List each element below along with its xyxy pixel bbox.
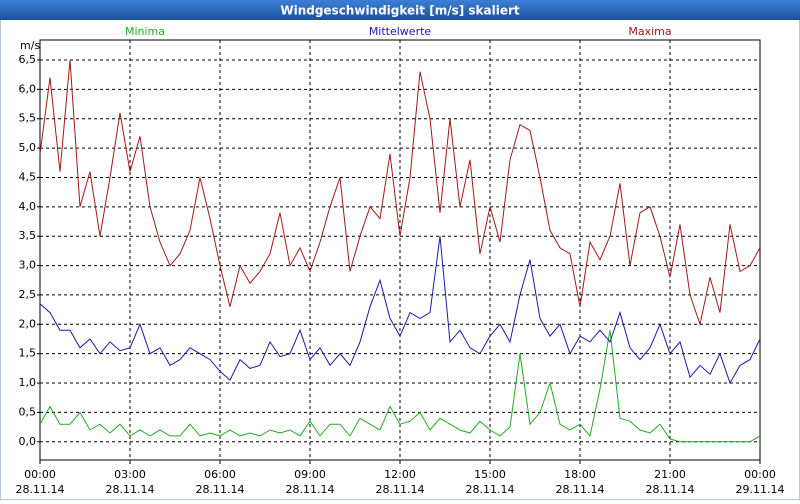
legend-label: Maxima xyxy=(628,25,671,38)
y-tick-label: 3,5 xyxy=(19,229,37,242)
title-bar xyxy=(0,0,800,20)
x-tick-date: 28.11.14 xyxy=(196,483,245,496)
x-tick-label: 00:00 xyxy=(744,468,776,481)
y-tick-label: 2,0 xyxy=(19,317,37,330)
y-tick-label: 4,5 xyxy=(19,170,37,183)
x-tick-label: 06:00 xyxy=(204,468,236,481)
y-tick-label: 3,0 xyxy=(19,259,37,272)
y-tick-label: 1,0 xyxy=(19,376,37,389)
y-tick-label: 2,5 xyxy=(19,288,37,301)
x-tick-date: 28.11.14 xyxy=(646,483,695,496)
y-axis-label: m/s xyxy=(20,39,40,52)
x-tick-date: 28.11.14 xyxy=(286,483,335,496)
x-tick-label: 18:00 xyxy=(564,468,596,481)
x-tick-date: 28.11.14 xyxy=(466,483,515,496)
x-tick-label: 03:00 xyxy=(114,468,146,481)
x-tick-date: 28.11.14 xyxy=(16,483,65,496)
x-tick-label: 12:00 xyxy=(384,468,416,481)
x-tick-label: 00:00 xyxy=(24,468,56,481)
chart-title: Windgeschwindigkeit [m/s] skaliert xyxy=(280,4,520,18)
x-tick-label: 15:00 xyxy=(474,468,506,481)
x-tick-date: 28.11.14 xyxy=(556,483,605,496)
y-tick-label: 0,0 xyxy=(19,435,37,448)
y-tick-label: 0,5 xyxy=(19,405,37,418)
y-tick-label: 1,5 xyxy=(19,347,37,360)
legend-label: Mittelwerte xyxy=(369,25,432,38)
y-tick-label: 6,0 xyxy=(19,82,37,95)
y-tick-label: 5,0 xyxy=(19,141,37,154)
series-line xyxy=(39,236,761,385)
x-tick-date: 29.11.14 xyxy=(736,483,785,496)
y-tick-label: 6,5 xyxy=(19,53,37,66)
y-tick-label: 5,5 xyxy=(19,112,37,125)
x-tick-label: 21:00 xyxy=(654,468,686,481)
series-line xyxy=(39,330,761,443)
y-tick-label: 4,0 xyxy=(19,200,37,213)
x-tick-date: 28.11.14 xyxy=(376,483,425,496)
x-tick-date: 28.11.14 xyxy=(106,483,155,496)
series-line xyxy=(39,59,761,327)
x-tick-label: 09:00 xyxy=(294,468,326,481)
legend-label: Minima xyxy=(125,25,165,38)
